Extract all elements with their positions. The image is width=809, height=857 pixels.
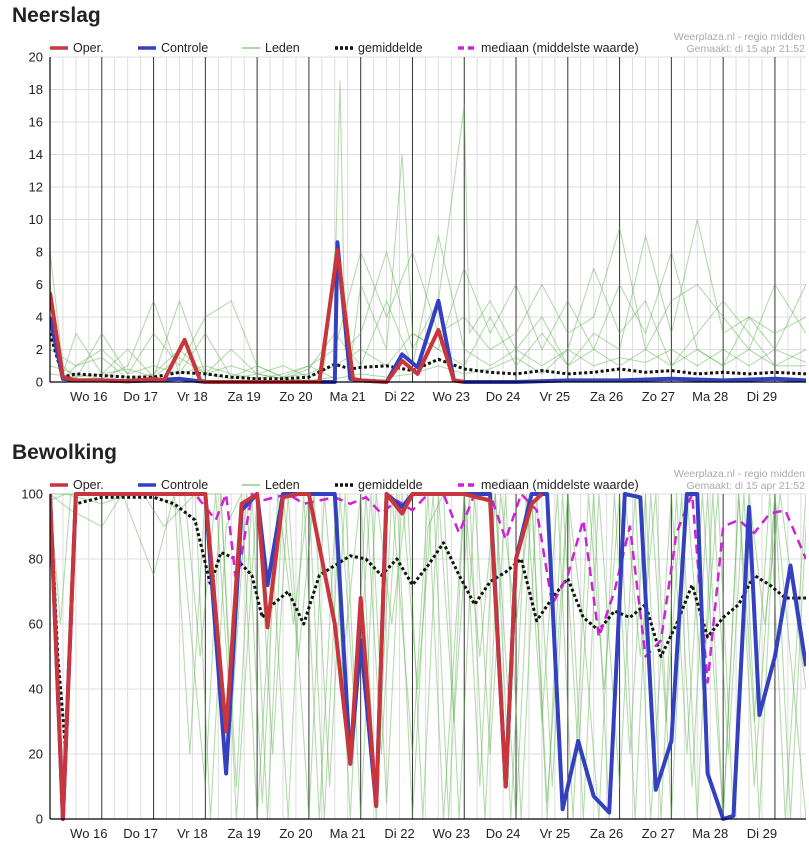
credit-source: Weerplaza.nl - regio midden <box>674 468 805 480</box>
x-tick-label: Di 22 <box>384 389 414 404</box>
legend-label-gemiddelde: gemiddelde <box>358 41 423 55</box>
y-tick-label: 18 <box>29 82 43 97</box>
legend-item-gemiddelde: gemiddelde <box>335 41 423 55</box>
series-line-leden <box>50 153 806 380</box>
x-tick-label: Za 26 <box>590 826 623 841</box>
y-tick-label: 80 <box>29 552 43 567</box>
y-tick-label: 100 <box>21 487 43 502</box>
x-tick-label: Ma 21 <box>330 826 366 841</box>
y-tick-label: 40 <box>29 682 43 697</box>
legend-label-mediaan: mediaan (middelste waarde) <box>481 41 639 55</box>
y-tick-label: 20 <box>29 747 43 762</box>
legend-item-mediaan: mediaan (middelste waarde) <box>458 478 639 492</box>
legend-item-mediaan: mediaan (middelste waarde) <box>458 41 639 55</box>
series-line-gemiddelde <box>50 332 806 381</box>
legend-label-controle: Controle <box>161 478 208 492</box>
y-tick-label: 60 <box>29 617 43 632</box>
y-tick-label: 6 <box>36 277 43 292</box>
x-tick-label: Za 19 <box>228 389 261 404</box>
x-tick-label: Di 29 <box>747 826 777 841</box>
series-line-leden <box>50 235 806 380</box>
credit-timestamp: Gemaakt: di 15 apr 21:52 <box>687 43 806 55</box>
x-tick-label: Zo 20 <box>279 389 312 404</box>
credit-timestamp: Gemaakt: di 15 apr 21:52 <box>687 480 806 492</box>
x-tick-label: Vr 25 <box>540 389 571 404</box>
series-line-oper <box>50 492 544 821</box>
x-tick-label: Zo 27 <box>642 389 675 404</box>
x-tick-label: Wo 23 <box>433 389 470 404</box>
y-tick-label: 2 <box>36 342 43 357</box>
legend-item-controle: Controle <box>138 41 208 55</box>
series-line-leden <box>50 80 806 381</box>
x-tick-label: Zo 27 <box>642 826 675 841</box>
legend-label-leden: Leden <box>265 41 300 55</box>
series-line-leden <box>50 493 806 820</box>
x-tick-label: Do 17 <box>123 826 158 841</box>
y-tick-label: 14 <box>29 147 43 162</box>
legend-item-controle: Controle <box>138 478 208 492</box>
x-tick-label: Do 24 <box>486 826 521 841</box>
legend-label-leden: Leden <box>265 478 300 492</box>
legend-label-controle: Controle <box>161 41 208 55</box>
chart-title-neerslag: Neerslag <box>12 4 101 27</box>
legend-item-oper: Oper. <box>50 478 104 492</box>
legend-label-mediaan: mediaan (middelste waarde) <box>481 478 639 492</box>
series-line-leden <box>50 251 806 380</box>
x-tick-label: Ma 28 <box>692 826 728 841</box>
credit-source: Weerplaza.nl - regio midden <box>674 31 805 43</box>
y-tick-label: 10 <box>29 212 43 227</box>
legend-item-leden: Leden <box>242 41 300 55</box>
x-tick-label: Wo 16 <box>70 389 107 404</box>
x-tick-label: Di 22 <box>384 826 414 841</box>
x-tick-label: Za 26 <box>590 389 623 404</box>
legend-item-leden: Leden <box>242 478 300 492</box>
x-tick-label: Do 24 <box>486 389 521 404</box>
legend-label-oper: Oper. <box>73 478 104 492</box>
y-tick-label: 0 <box>36 375 43 390</box>
x-tick-label: Za 19 <box>228 826 261 841</box>
legend-item-gemiddelde: gemiddelde <box>335 478 423 492</box>
y-tick-label: 4 <box>36 310 43 325</box>
chart-title-bewolking: Bewolking <box>12 441 118 464</box>
series-line-controle <box>50 240 806 384</box>
y-tick-label: 0 <box>36 812 43 827</box>
legend-label-oper: Oper. <box>73 41 104 55</box>
x-tick-label: Wo 16 <box>70 826 107 841</box>
series-line-leden <box>50 493 806 820</box>
plot-area <box>50 80 806 384</box>
y-tick-label: 8 <box>36 245 43 260</box>
y-tick-label: 12 <box>29 180 43 195</box>
neerslag-chart-panel: Neerslag Weerplaza.nl - regio midden Gema… <box>0 0 809 420</box>
x-tick-label: Do 17 <box>123 389 158 404</box>
y-tick-label: 16 <box>29 115 43 130</box>
x-tick-label: Zo 20 <box>279 826 312 841</box>
x-tick-label: Ma 28 <box>692 389 728 404</box>
x-tick-label: Ma 21 <box>330 389 366 404</box>
bewolking-chart-panel: Bewolking Weerplaza.nl - regio midden Gem… <box>0 437 809 857</box>
legend-item-oper: Oper. <box>50 41 104 55</box>
plot-area <box>50 492 806 821</box>
x-tick-label: Wo 23 <box>433 826 470 841</box>
x-tick-label: Di 29 <box>747 389 777 404</box>
x-tick-label: Vr 18 <box>177 826 208 841</box>
y-tick-label: 20 <box>29 50 43 65</box>
x-tick-label: Vr 25 <box>540 826 571 841</box>
legend-label-gemiddelde: gemiddelde <box>358 478 423 492</box>
x-tick-label: Vr 18 <box>177 389 208 404</box>
series-line-gemiddelde <box>50 493 806 749</box>
